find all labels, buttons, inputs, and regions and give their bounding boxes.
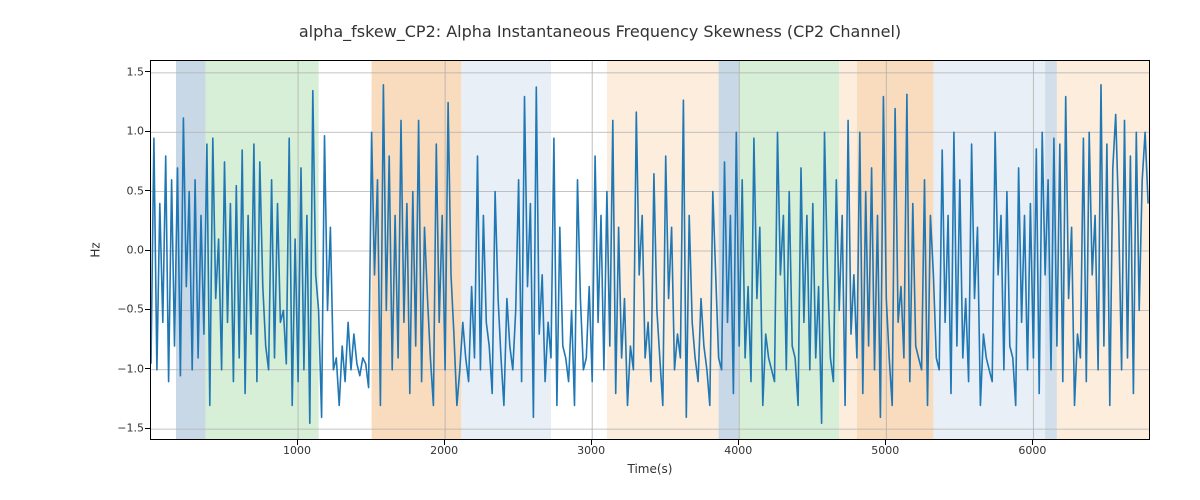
y-tick-mark bbox=[145, 250, 150, 251]
plot-area bbox=[150, 60, 1150, 440]
y-tick-label: −1.0 bbox=[94, 362, 144, 375]
x-axis-label: Time(s) bbox=[150, 462, 1150, 476]
chart-title: alpha_fskew_CP2: Alpha Instantaneous Fre… bbox=[0, 22, 1200, 41]
y-tick-mark bbox=[145, 71, 150, 72]
x-tick-mark bbox=[297, 440, 298, 445]
x-tick-mark bbox=[738, 440, 739, 445]
x-tick-mark bbox=[444, 440, 445, 445]
y-tick-label: −0.5 bbox=[94, 303, 144, 316]
y-tick-mark bbox=[145, 309, 150, 310]
x-tick-label: 4000 bbox=[724, 444, 752, 457]
x-tick-mark bbox=[1032, 440, 1033, 445]
y-tick-label: 0.0 bbox=[94, 244, 144, 257]
y-tick-mark bbox=[145, 368, 150, 369]
x-tick-label: 5000 bbox=[871, 444, 899, 457]
x-tick-label: 2000 bbox=[430, 444, 458, 457]
y-tick-label: 0.5 bbox=[94, 184, 144, 197]
y-tick-label: −1.5 bbox=[94, 422, 144, 435]
y-tick-mark bbox=[145, 131, 150, 132]
y-tick-mark bbox=[145, 428, 150, 429]
y-tick-label: 1.5 bbox=[94, 65, 144, 78]
y-tick-mark bbox=[145, 190, 150, 191]
plot-svg bbox=[151, 61, 1150, 440]
x-tick-label: 1000 bbox=[283, 444, 311, 457]
x-tick-label: 3000 bbox=[577, 444, 605, 457]
x-tick-mark bbox=[591, 440, 592, 445]
x-tick-mark bbox=[885, 440, 886, 445]
y-tick-label: 1.0 bbox=[94, 125, 144, 138]
band bbox=[739, 61, 839, 440]
x-tick-label: 6000 bbox=[1018, 444, 1046, 457]
